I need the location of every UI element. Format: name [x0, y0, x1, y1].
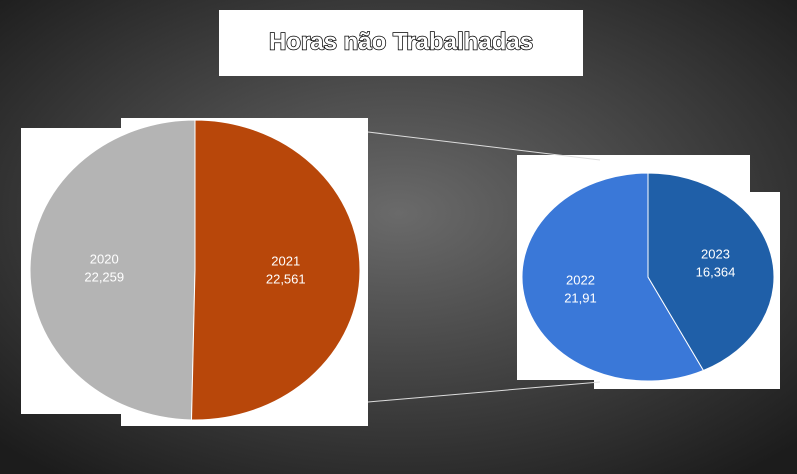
slice-category: 2022 — [566, 272, 595, 287]
slice-category: 2023 — [701, 247, 730, 262]
chart-title: Horas não Trabalhadas — [269, 28, 533, 55]
connector — [367, 131, 601, 161]
pie-slice — [647, 172, 775, 372]
slice-category: 2020 — [90, 252, 119, 267]
slice-category: 2021 — [271, 253, 300, 268]
data-label: 22,561 — [266, 271, 306, 286]
data-label: 22,259 — [84, 270, 124, 285]
data-label: 16,364 — [696, 265, 736, 280]
pie-slice — [521, 172, 705, 382]
connector — [367, 381, 601, 403]
pie-slice — [29, 119, 196, 421]
title-box — [219, 10, 583, 76]
data-label: 21,91 — [564, 290, 597, 305]
pie-slice — [190, 119, 361, 421]
